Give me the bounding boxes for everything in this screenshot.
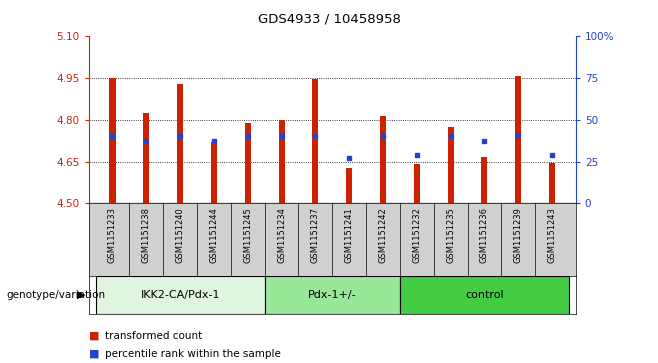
Text: GSM1151242: GSM1151242 [378, 207, 388, 263]
Bar [278, 120, 285, 203]
Bar [414, 164, 420, 203]
Bar [177, 83, 183, 203]
Text: GSM1151234: GSM1151234 [277, 207, 286, 263]
Bar [549, 163, 555, 203]
Bar [380, 115, 386, 203]
Text: Pdx-1+/-: Pdx-1+/- [308, 290, 357, 300]
Text: IKK2-CA/Pdx-1: IKK2-CA/Pdx-1 [140, 290, 220, 300]
Text: GSM1151235: GSM1151235 [446, 207, 455, 263]
Bar [515, 76, 521, 203]
Text: percentile rank within the sample: percentile rank within the sample [105, 349, 281, 359]
Text: GSM1151241: GSM1151241 [345, 207, 354, 263]
Text: GSM1151244: GSM1151244 [209, 207, 218, 263]
Text: GSM1151240: GSM1151240 [176, 207, 185, 263]
Text: GSM1151243: GSM1151243 [547, 207, 557, 263]
Bar [447, 127, 453, 203]
Bar [265, 276, 400, 314]
Text: ■: ■ [89, 331, 99, 341]
Bar [482, 156, 488, 203]
Bar [313, 79, 318, 203]
Text: GSM1151232: GSM1151232 [413, 207, 421, 263]
Bar [245, 123, 251, 203]
Text: GDS4933 / 10458958: GDS4933 / 10458958 [257, 13, 401, 26]
Text: GSM1151245: GSM1151245 [243, 207, 252, 263]
Text: ■: ■ [89, 349, 99, 359]
Bar [95, 276, 265, 314]
Text: genotype/variation: genotype/variation [7, 290, 106, 300]
Text: GSM1151238: GSM1151238 [142, 207, 151, 263]
Bar [211, 142, 217, 203]
Text: transformed count: transformed count [105, 331, 203, 341]
Text: GSM1151237: GSM1151237 [311, 207, 320, 263]
Text: GSM1151233: GSM1151233 [108, 207, 117, 263]
Text: GSM1151236: GSM1151236 [480, 207, 489, 263]
Text: control: control [465, 290, 504, 300]
Text: GSM1151239: GSM1151239 [514, 207, 522, 263]
Bar [400, 276, 569, 314]
Bar [109, 78, 116, 203]
Bar [346, 168, 352, 203]
Bar [143, 113, 149, 203]
Text: ▶: ▶ [77, 290, 86, 300]
